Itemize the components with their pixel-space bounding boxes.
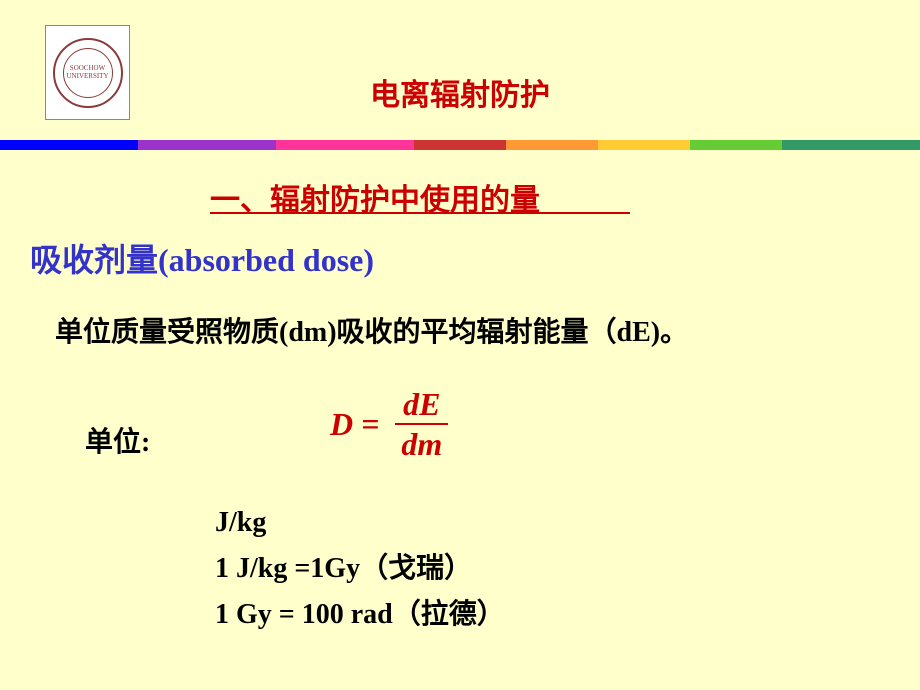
unit-item-3: 1 Gy = 100 rad（拉德）	[215, 592, 505, 638]
units-label: 单位:	[85, 420, 150, 460]
rainbow-divider	[0, 140, 920, 150]
section-underline	[210, 212, 630, 214]
subtitle-chinese: 吸收剂量	[30, 242, 158, 278]
page-title: 电离辐射防护	[0, 70, 920, 114]
definition-text: 单位质量受照物质(dm)吸收的平均辐射能量（dE)。	[55, 310, 688, 350]
formula-denominator: dm	[395, 425, 448, 463]
formula-equals: =	[361, 406, 379, 443]
formula-numerator: dE	[395, 385, 448, 425]
formula-variable: D	[330, 406, 353, 443]
unit-item-1: J/kg	[215, 500, 505, 546]
subtitle-english: (absorbed dose)	[158, 242, 374, 278]
formula: D = dE dm	[330, 385, 448, 464]
formula-fraction: dE dm	[395, 385, 448, 464]
units-list: J/kg 1 J/kg =1Gy（戈瑞） 1 Gy = 100 rad（拉德）	[215, 500, 505, 639]
subtitle: 吸收剂量(absorbed dose)	[30, 235, 374, 281]
unit-item-2: 1 J/kg =1Gy（戈瑞）	[215, 546, 505, 592]
